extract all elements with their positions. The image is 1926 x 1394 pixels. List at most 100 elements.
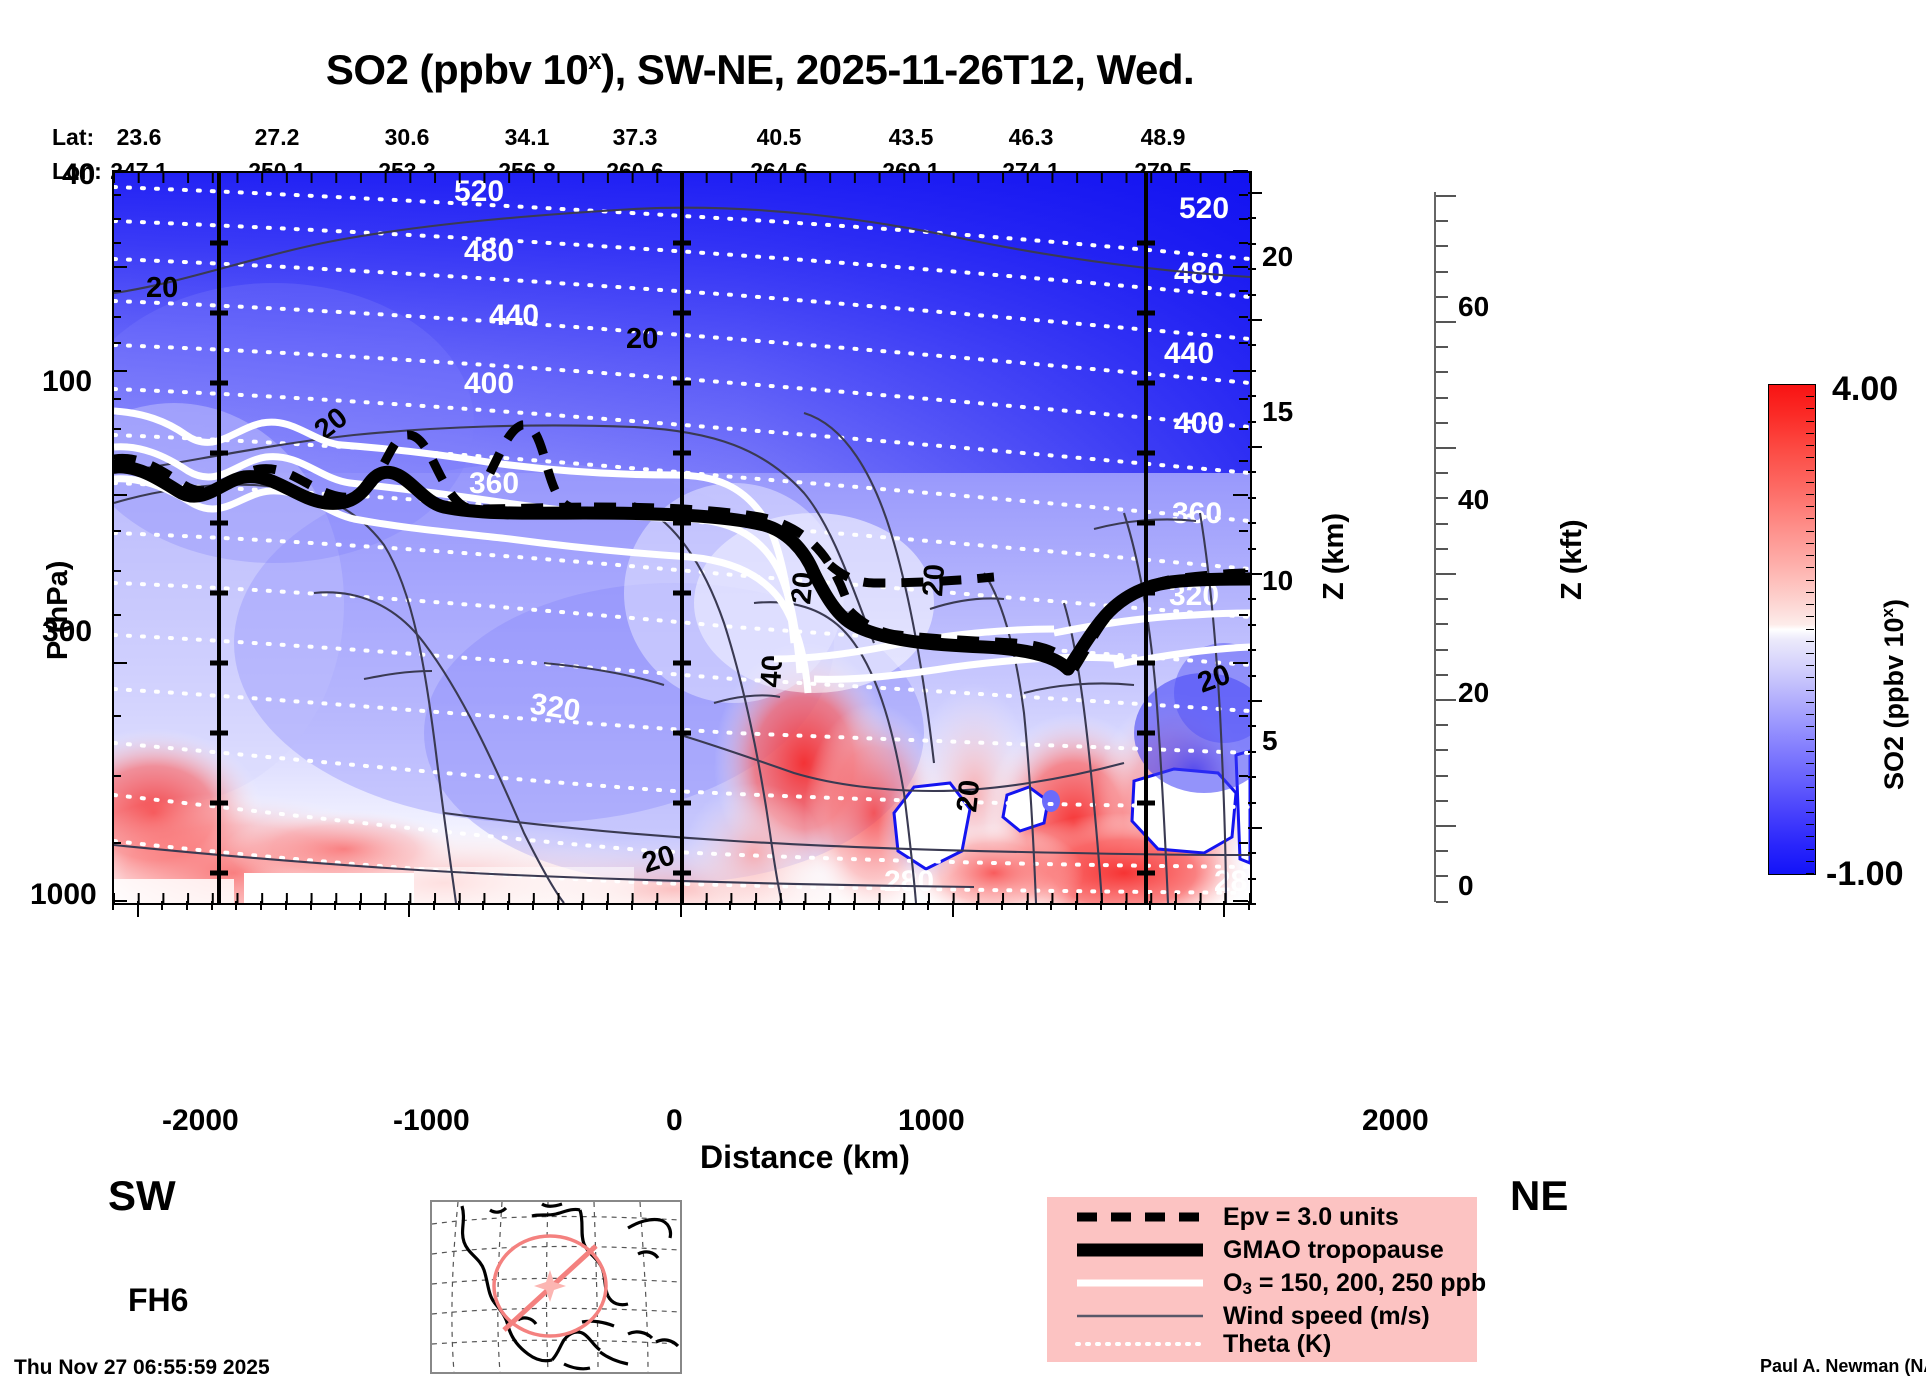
x-axis-tick: [852, 901, 855, 910]
x-axis-tick: [507, 901, 510, 910]
x-axis-tick: [926, 901, 929, 910]
colorbar-tick: [1806, 652, 1814, 654]
y-tick-300: 300: [42, 615, 93, 648]
z-km-tick: [1248, 369, 1256, 372]
y-tick-1000: 1000: [30, 878, 97, 911]
axis-tick: [1239, 218, 1248, 220]
x-axis-tick: [877, 901, 880, 910]
z-km-tick: [1248, 395, 1256, 398]
x-axis-tick: [704, 901, 707, 910]
axis-tick: [1239, 530, 1248, 532]
z-km-tick: [1248, 420, 1256, 423]
z-km-tick: [1248, 344, 1256, 347]
x-axis-tick: [556, 901, 559, 910]
z-km-tick: [1248, 598, 1256, 601]
z-km-tick: [1248, 903, 1256, 906]
colorbar-tick: [1806, 420, 1814, 422]
colorbar-max-label: 4.00: [1832, 370, 1899, 408]
theta-line-symbol: [1075, 1342, 1205, 1346]
axis-tick: [1239, 428, 1248, 430]
x-axis-tick: [136, 901, 139, 917]
colorbar-tick: [1806, 738, 1814, 740]
colorbar-tick: [1806, 530, 1814, 532]
x-axis-tick: [1223, 901, 1226, 917]
z-kft-tick: [1436, 371, 1448, 374]
svg-text:20: 20: [951, 778, 986, 813]
x-axis-tick: [1099, 901, 1102, 910]
x-axis-tick: [186, 901, 189, 910]
center-star: [534, 1270, 566, 1302]
axis-tick: [1233, 900, 1248, 902]
colorbar-tick: [1806, 384, 1814, 385]
z-km-tick-20: 20: [1262, 241, 1294, 272]
colorbar-tick: [1806, 469, 1814, 471]
z-kft-tick: [1436, 673, 1448, 676]
legend-item-ozone: O3 = 150, 200, 250 ppb: [1047, 1267, 1486, 1300]
axis-tick: [1239, 342, 1248, 344]
z-km-tick: [1248, 319, 1262, 321]
axis-tick: [112, 494, 127, 496]
colorbar-tick: [1806, 689, 1814, 691]
axis-tick: [112, 530, 121, 532]
inset-locator-map[interactable]: [430, 1200, 682, 1374]
x-axis-tick: [1173, 901, 1176, 910]
colorbar[interactable]: [1768, 384, 1816, 875]
colorbar-tick: [1806, 701, 1814, 703]
colorbar-tick: [1806, 567, 1814, 569]
z-km-tick: [1248, 674, 1256, 677]
axis-tick: [1239, 242, 1248, 244]
y-tick-40: 40: [62, 158, 96, 191]
latitude-row: Lat: 23.6 27.2 30.6 34.1 37.3 40.5 43.5 46.3 48.…: [0, 124, 1400, 150]
axis-tick: [112, 842, 121, 844]
sw-endpoint-label: SW: [108, 1172, 176, 1219]
inset-map-canvas: [431, 1201, 681, 1373]
wind-speed-contours: [114, 206, 1250, 903]
lat-value-3: 34.1: [504, 124, 550, 150]
axis-tick: [112, 290, 121, 292]
cross-section-plot[interactable]: 520 480 440 400 360 520 480 440 400 360 …: [112, 171, 1252, 905]
x-axis-tick: [210, 901, 213, 910]
z-kft-tick: [1436, 195, 1456, 197]
x-axis-tick: [778, 901, 781, 910]
z-kft-tick: [1436, 547, 1448, 550]
axis-tick: [112, 662, 127, 664]
colorbar-tick: [1806, 604, 1814, 606]
z-km-tick: [1248, 649, 1256, 652]
z-km-tick: [1248, 446, 1262, 448]
colorbar-tick: [1806, 677, 1814, 679]
ne-endpoint-label: NE: [1510, 1172, 1569, 1219]
colorbar-tick: [1806, 457, 1814, 459]
colorbar-label: SO2 (ppbv 10x): [1878, 598, 1909, 790]
z-kft-tick: [1436, 245, 1448, 248]
colorbar-min-label: -1.00: [1826, 855, 1904, 893]
z-km-tick: [1248, 268, 1256, 271]
z-kft-tick: [1436, 220, 1448, 223]
z-kft-axis-line: [1434, 192, 1436, 902]
colorbar-tick: [1806, 518, 1814, 520]
z-kft-tick: [1436, 270, 1448, 273]
generation-timestamp: Thu Nov 27 06:55:59 2025: [14, 1356, 270, 1379]
axis-tick: [1239, 614, 1248, 616]
axis-tick: [112, 460, 121, 462]
axis-tick: [1239, 715, 1248, 717]
x-axis-tick: [1124, 901, 1127, 910]
vertical-reference-ticks: [210, 240, 1155, 876]
z-kft-tick: [1436, 799, 1448, 802]
colorbar-tick: [1806, 408, 1814, 410]
author-credit: Paul A. Newman (NASA: [1760, 1356, 1926, 1376]
title-main: SO2 (ppbv 10: [325, 46, 589, 93]
axis-tick: [112, 370, 127, 372]
axis-tick: [112, 342, 121, 344]
x-axis-tick: [1001, 901, 1004, 910]
lat-value-4: 37.3: [612, 124, 658, 150]
colorbar-tick: [1806, 506, 1814, 508]
x-axis-tick: [408, 901, 411, 917]
legend-label-theta: Theta (K): [1223, 1330, 1332, 1358]
title-exponent: x: [588, 48, 602, 75]
z-km-tick: [1248, 547, 1256, 550]
svg-text:400: 400: [464, 367, 514, 400]
z-kft-tick: [1436, 295, 1448, 298]
epv-line-symbol: [1077, 1212, 1203, 1222]
x-axis-tick: [630, 901, 633, 910]
y-axis-right-label: Z (km): [1318, 513, 1350, 600]
